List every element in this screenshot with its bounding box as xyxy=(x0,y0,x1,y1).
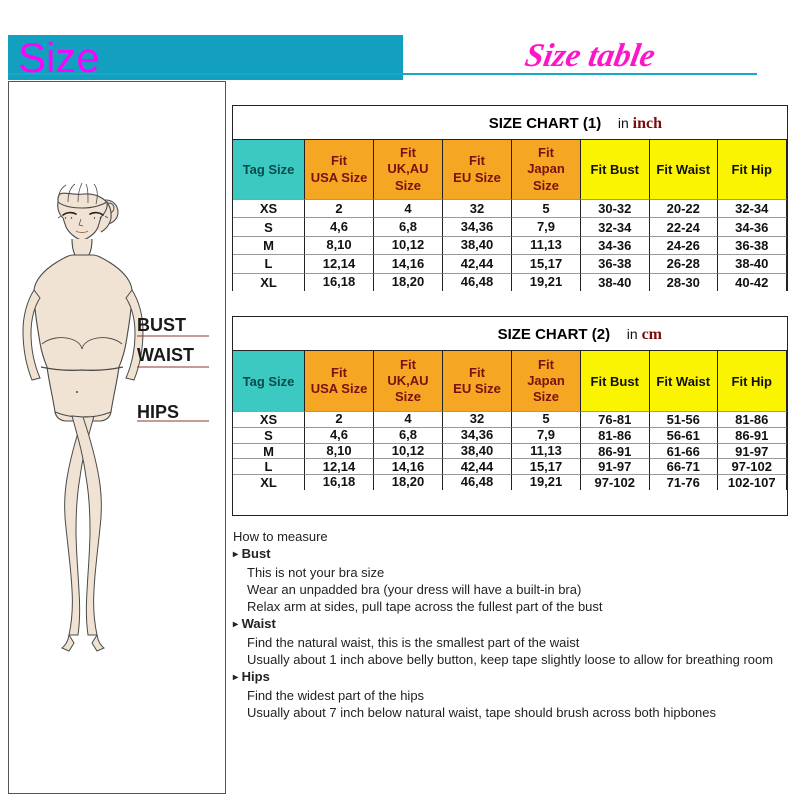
svg-text:BUST: BUST xyxy=(137,315,186,335)
svg-text:HIPS: HIPS xyxy=(137,402,179,422)
svg-text:WAIST: WAIST xyxy=(137,345,194,365)
